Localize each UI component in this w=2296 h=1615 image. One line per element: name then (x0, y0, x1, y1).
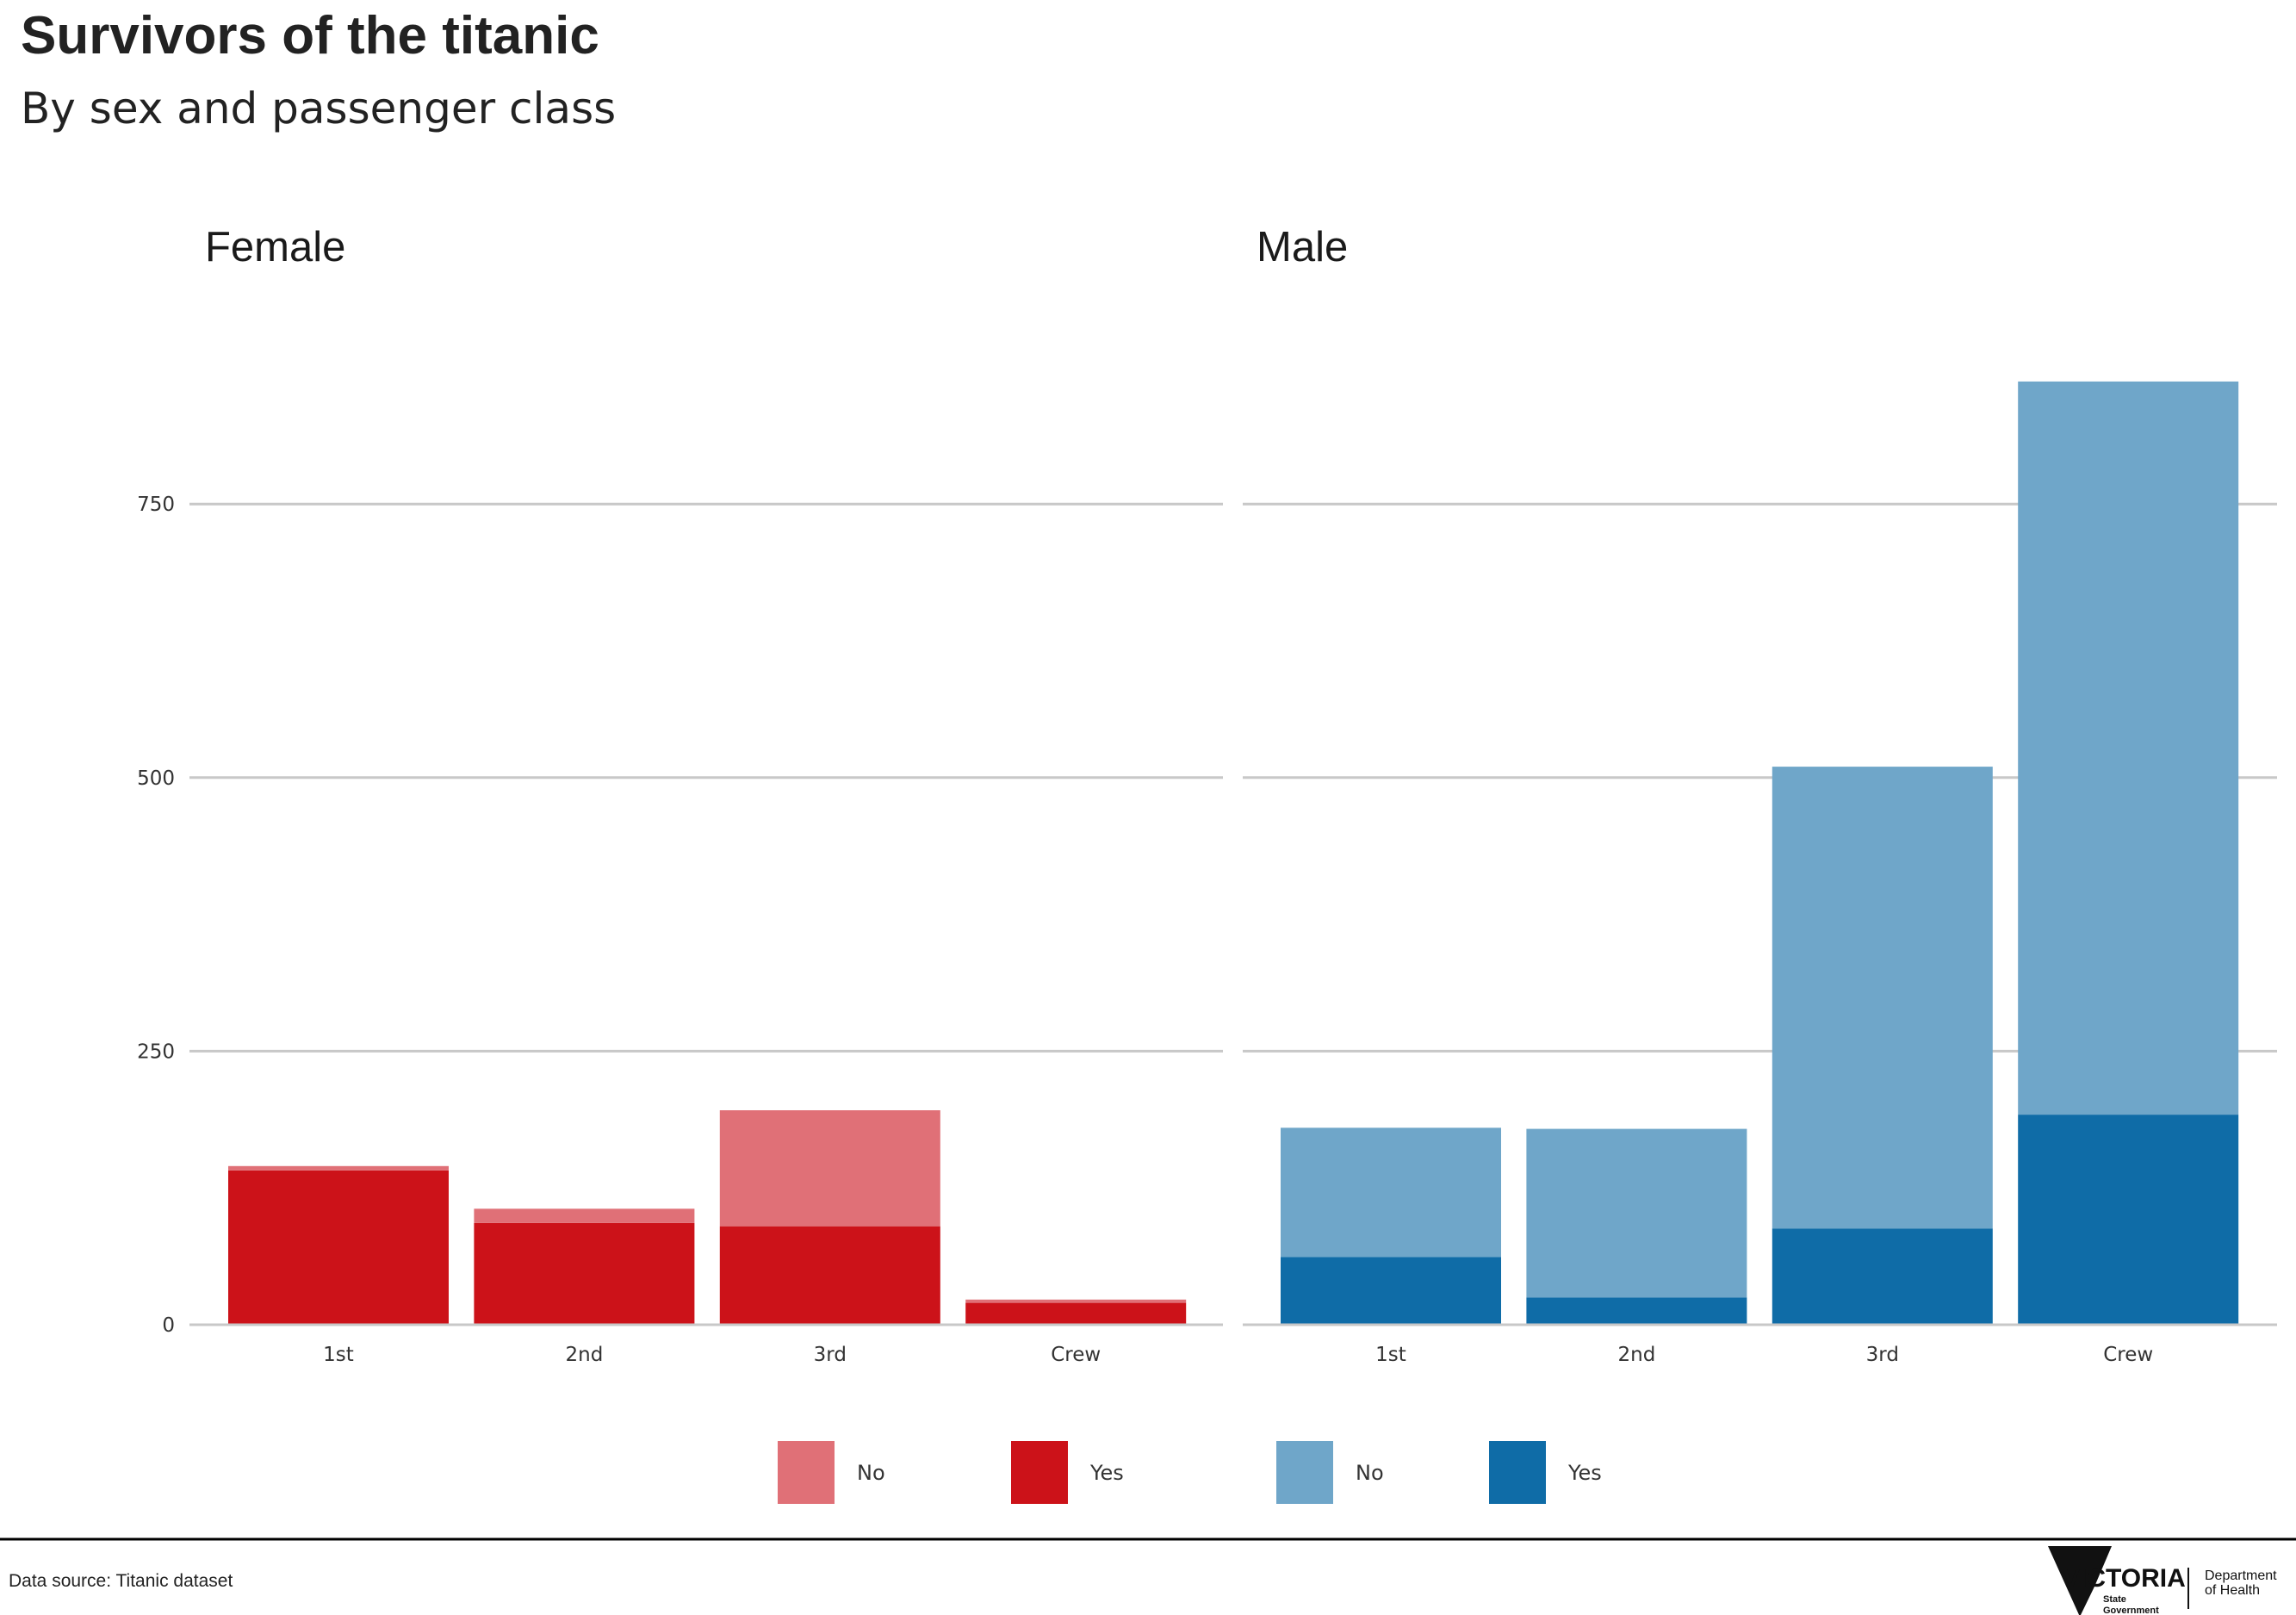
x-tick-label: Crew (2103, 1344, 2153, 1366)
y-tick-label: 750 (137, 494, 175, 516)
victoria-logo-icon (2048, 1546, 2112, 1615)
chart-title: Survivors of the titanic (21, 6, 599, 65)
bar-female-2nd-no (474, 1208, 695, 1223)
plot-area: 0 250 500 750 Female 1st 2nd 3rd Crew Male 1st 2nd 3… (137, 224, 2277, 1366)
x-tick-label: 1st (323, 1344, 354, 1366)
legend-item: No (1276, 1441, 1384, 1504)
bar-male-2nd-no (1526, 1128, 1747, 1298)
bar-female-crew-no (965, 1299, 1187, 1303)
logo-line1: State (2103, 1594, 2126, 1605)
logo-dept2: of Health (2205, 1583, 2260, 1598)
bar-male-crew-yes (2018, 1115, 2239, 1325)
bar-female-1st-yes (228, 1170, 449, 1325)
bar-male-2nd-yes (1526, 1297, 1747, 1325)
logo-dept1: Department (2205, 1568, 2277, 1583)
legend-swatch (1276, 1441, 1333, 1504)
legend-swatch (1489, 1441, 1546, 1504)
bar-female-3rd-no (719, 1110, 940, 1227)
y-tick-label: 0 (162, 1314, 175, 1337)
facet-male: Male 1st 2nd 3rd Crew (1243, 224, 2277, 1366)
x-tick-label: 2nd (1617, 1344, 1655, 1366)
facet-label: Male (1257, 224, 1348, 270)
y-tick-label: 500 (137, 767, 175, 790)
legend-item: No (778, 1441, 885, 1504)
legend: No Yes No Yes (778, 1441, 1602, 1504)
legend-label: No (1356, 1461, 1384, 1485)
bar-female-1st-no (228, 1165, 449, 1171)
victoria-logo: VICTORIA State Government Department of … (2048, 1546, 2277, 1615)
x-tick-label: 1st (1375, 1344, 1406, 1366)
legend-swatch (778, 1441, 835, 1504)
logo-name: VICTORIA (2063, 1564, 2186, 1593)
facet-female: Female 1st 2nd 3rd Crew (189, 224, 1223, 1366)
legend-label: No (857, 1461, 885, 1485)
facet-label: Female (205, 224, 345, 270)
x-tick-label: 2nd (565, 1344, 603, 1366)
x-tick-label: 3rd (814, 1344, 847, 1366)
bar-male-crew-no (2018, 381, 2239, 1115)
bar-male-1st-yes (1281, 1257, 1501, 1325)
x-tick-label: 3rd (1866, 1344, 1899, 1366)
bar-male-1st-no (1281, 1127, 1501, 1258)
legend-item: Yes (1489, 1441, 1602, 1504)
y-tick-label: 250 (137, 1040, 175, 1063)
bar-female-2nd-yes (474, 1222, 695, 1325)
legend-item: Yes (1011, 1441, 1124, 1504)
logo-line2: Government (2103, 1606, 2159, 1615)
legend-swatch (1011, 1441, 1068, 1504)
legend-label: Yes (1089, 1461, 1124, 1485)
bar-female-3rd-yes (719, 1226, 940, 1325)
data-source: Data source: Titanic dataset (9, 1571, 233, 1591)
chart-subtitle: By sex and passenger class (21, 84, 616, 134)
bar-male-3rd-yes (1772, 1228, 1993, 1325)
bar-male-3rd-no (1772, 767, 1993, 1229)
bar-female-crew-yes (965, 1302, 1187, 1325)
x-tick-label: Crew (1051, 1344, 1101, 1366)
legend-label: Yes (1567, 1461, 1602, 1485)
